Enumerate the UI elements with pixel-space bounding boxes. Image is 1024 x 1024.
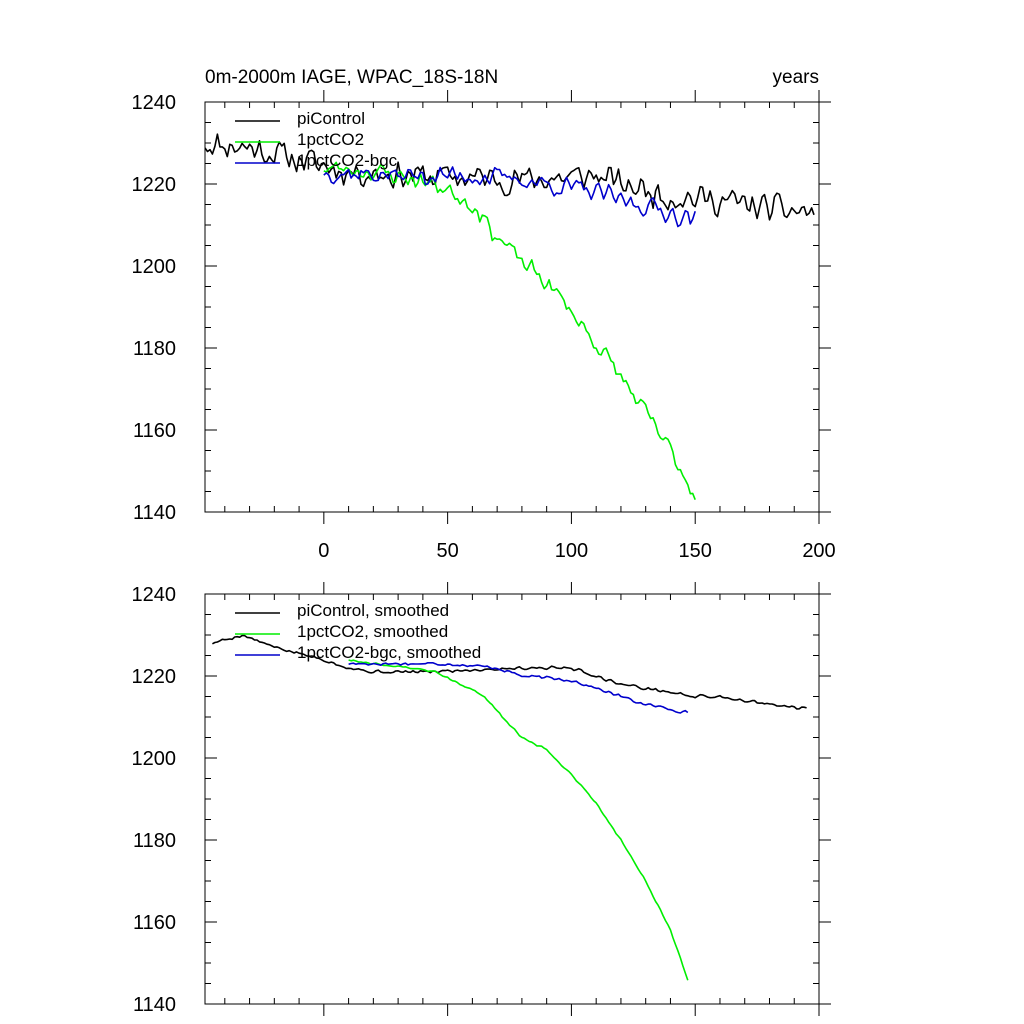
legend-label: piControl, smoothed bbox=[297, 601, 449, 620]
axis-ticks: 1140 1160 1180 1200 1220 1240 bbox=[132, 582, 831, 1016]
y-tick-label: 1160 bbox=[133, 420, 176, 442]
panel-bottom: 1140 1160 1180 1200 1220 1240 piControl, smoo… bbox=[132, 582, 831, 1016]
legend-label: 1pctCO2, smoothed bbox=[297, 622, 448, 641]
chart-title: 0m-2000m IAGE, WPAC_18S-18N bbox=[205, 67, 498, 88]
y-tick-label: 1220 bbox=[132, 666, 177, 688]
y-tick-label: 1200 bbox=[132, 256, 177, 278]
x-tick-label: 50 bbox=[437, 540, 459, 562]
legend-label: 1pctCO2 bbox=[297, 130, 364, 149]
series-line-1pctco2 bbox=[323, 161, 696, 500]
y-tick-label: 1180 bbox=[133, 338, 176, 360]
legend: piControl 1pctCO2 1pctCO2-bgc bbox=[235, 109, 398, 170]
series-line-1pctco2-bgc bbox=[323, 166, 696, 228]
chart-title-right: years bbox=[773, 67, 819, 88]
y-tick-label: 1220 bbox=[132, 174, 177, 196]
legend-label: piControl bbox=[297, 109, 365, 128]
legend-label: 1pctCO2-bgc, smoothed bbox=[297, 643, 481, 662]
y-tick-label: 1200 bbox=[132, 748, 177, 770]
x-tick-label: 100 bbox=[555, 540, 588, 562]
x-tick-label: 200 bbox=[802, 540, 835, 562]
x-tick-label: 0 bbox=[318, 540, 329, 562]
series-line-picontrol bbox=[205, 133, 815, 221]
series-area bbox=[212, 634, 807, 981]
axis-ticks: 1140 1160 1180 1200 1220 1240 0 50 100 150 200 bbox=[132, 90, 836, 562]
y-tick-label: 1240 bbox=[132, 584, 177, 606]
series-line-1pctco2-bgc-smoothed bbox=[348, 661, 689, 714]
series-line-1pctco2-smoothed bbox=[348, 659, 689, 981]
series-area bbox=[205, 133, 815, 500]
panel-top: 0m-2000m IAGE, WPAC_18S-18N years 114011… bbox=[132, 67, 836, 562]
y-tick-label: 1160 bbox=[133, 912, 176, 934]
y-tick-label: 1180 bbox=[133, 830, 176, 852]
y-tick-label: 1140 bbox=[133, 994, 176, 1016]
x-tick-label: 150 bbox=[679, 540, 712, 562]
legend-label: 1pctCO2-bgc bbox=[297, 151, 398, 170]
y-tick-label: 1240 bbox=[132, 92, 177, 114]
legend: piControl, smoothed 1pctCO2, smoothed 1pct… bbox=[235, 601, 481, 662]
series-line-picontrol-smoothed bbox=[212, 634, 807, 710]
y-tick-label: 1140 bbox=[133, 502, 176, 524]
